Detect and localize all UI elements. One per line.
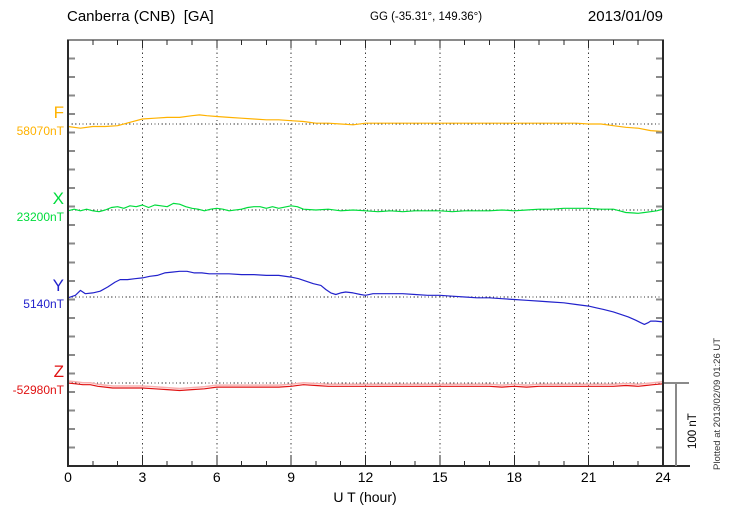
trace-z-band: [67, 380, 664, 390]
station-title: Canberra (CNB) [GA]: [67, 8, 214, 25]
component-label-x: X 23200nT: [0, 189, 64, 224]
scale-bar-label: 100 nT: [687, 413, 699, 449]
component-baseline-y: 5140nT: [23, 297, 64, 311]
x-tick-label-12: 12: [357, 469, 374, 485]
component-letter-x: X: [52, 189, 64, 208]
plot-date: 2013/01/09: [587, 8, 663, 25]
component-letter-y: Y: [52, 276, 64, 295]
x-axis-title: U T (hour): [333, 489, 397, 505]
x-tick-label-21: 21: [580, 469, 597, 485]
x-tick-label-18: 18: [506, 469, 523, 485]
component-baseline-z: -52980nT: [12, 383, 64, 397]
x-tick-label-9: 9: [287, 469, 296, 485]
component-baseline-x: 23200nT: [16, 210, 64, 224]
component-baseline-f: 58070nT: [16, 124, 64, 138]
x-tick-label-0: 0: [64, 469, 72, 485]
trace-Z: [67, 382, 664, 392]
trace-F: [67, 114, 664, 133]
plotted-note: Plotted at 2013/02/09 01:26 UT: [712, 337, 723, 470]
trace-X: [67, 202, 664, 214]
x-tick-label-24: 24: [655, 469, 671, 485]
x-tick-label-15: 15: [432, 469, 448, 485]
component-label-y: Y 5140nT: [0, 276, 64, 311]
component-label-z: Z -52980nT: [0, 362, 64, 397]
component-label-f: F 58070nT: [0, 103, 64, 138]
x-tick-label-3: 3: [138, 469, 147, 485]
trace-Y: [67, 270, 664, 325]
station-coords: GG (-35.31°, 149.36°): [370, 11, 483, 23]
x-tick-label-6: 6: [212, 469, 221, 485]
component-letter-z: Z: [53, 362, 64, 381]
component-letter-f: F: [53, 103, 64, 122]
